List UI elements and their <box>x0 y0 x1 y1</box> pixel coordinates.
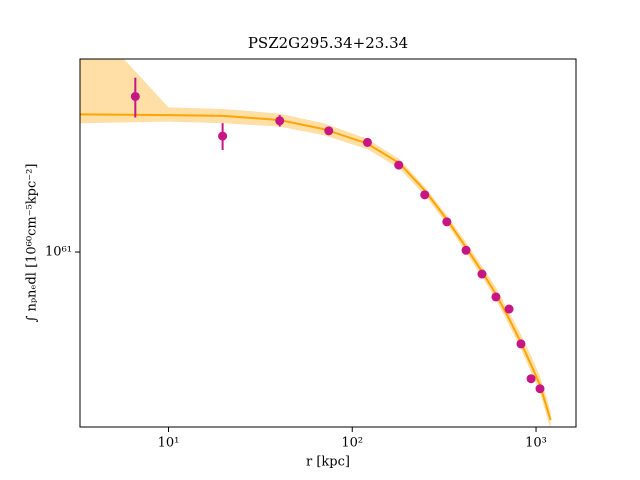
model-band <box>80 59 551 427</box>
x-tick-label: 10¹ <box>158 436 180 451</box>
x-axis-label: r [kpc] <box>306 455 350 470</box>
data-point <box>218 131 228 141</box>
plot-area <box>80 59 552 427</box>
x-tick-label: 10³ <box>525 436 547 451</box>
data-point <box>516 339 526 349</box>
chart-title: PSZ2G295.34+23.34 <box>248 34 408 52</box>
data-point <box>275 116 285 126</box>
data-point <box>130 91 140 101</box>
data-point <box>504 304 514 314</box>
data-point <box>324 126 334 136</box>
data-point <box>420 190 430 200</box>
data-point <box>526 374 536 384</box>
data-point <box>477 269 487 279</box>
data-point <box>362 137 372 147</box>
data-point <box>394 160 404 170</box>
y-tick-label: 10⁶¹ <box>45 245 72 260</box>
data-point <box>461 245 471 255</box>
data-point <box>442 217 452 227</box>
y-axis-label: ∫ nₚnₑdl [10⁶⁰cm⁻⁵kpc⁻²] <box>25 164 40 323</box>
data-point <box>535 384 545 394</box>
model-line <box>80 113 552 421</box>
plot-frame <box>79 58 577 428</box>
x-tick-label: 10² <box>341 436 363 451</box>
data-point <box>491 292 501 302</box>
